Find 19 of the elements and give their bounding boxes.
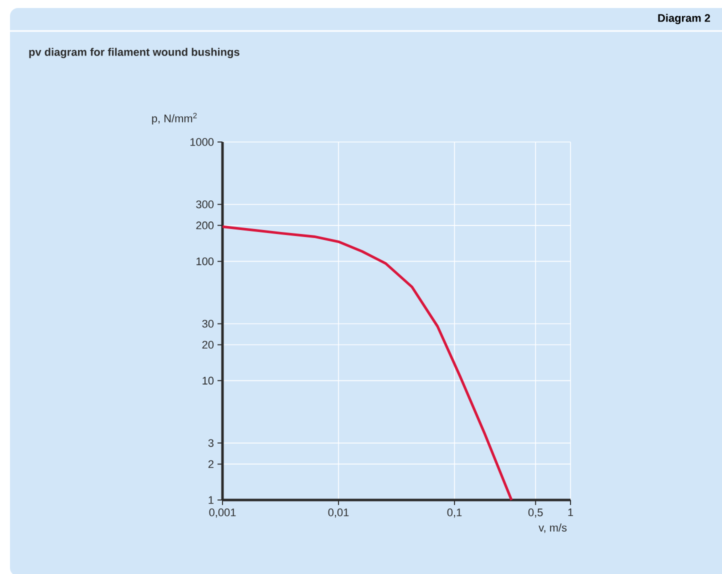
y-axis-title: p, N/mm$^{2}$ <box>152 112 197 124</box>
y-tick-label: 1000 <box>190 138 214 146</box>
x-tick-label: 0,5 <box>528 508 543 518</box>
text: Diagram 2 <box>658 14 710 24</box>
y-tick-label: 100 <box>196 257 214 266</box>
y-tick-label: 20 <box>202 340 214 349</box>
y-tick-label: 10 <box>202 376 214 385</box>
text: pv diagram for filament wound bushings <box>29 48 240 58</box>
y-tick-label: 200 <box>196 222 214 230</box>
x-axis-title: v, m/s <box>538 524 567 533</box>
x-tick-label: 0,1 <box>447 508 462 518</box>
y-tick-label: 30 <box>202 320 214 328</box>
y-tick-label: 2 <box>208 460 214 468</box>
x-tick-label: 1 <box>568 508 574 516</box>
x-tick-label: 0,01 <box>328 508 349 518</box>
y-tick-label: 3 <box>208 439 214 447</box>
y-tick-label: 1 <box>208 496 214 504</box>
y-tick-label: 300 <box>196 200 214 208</box>
x-tick-label: 0,001 <box>209 508 236 518</box>
